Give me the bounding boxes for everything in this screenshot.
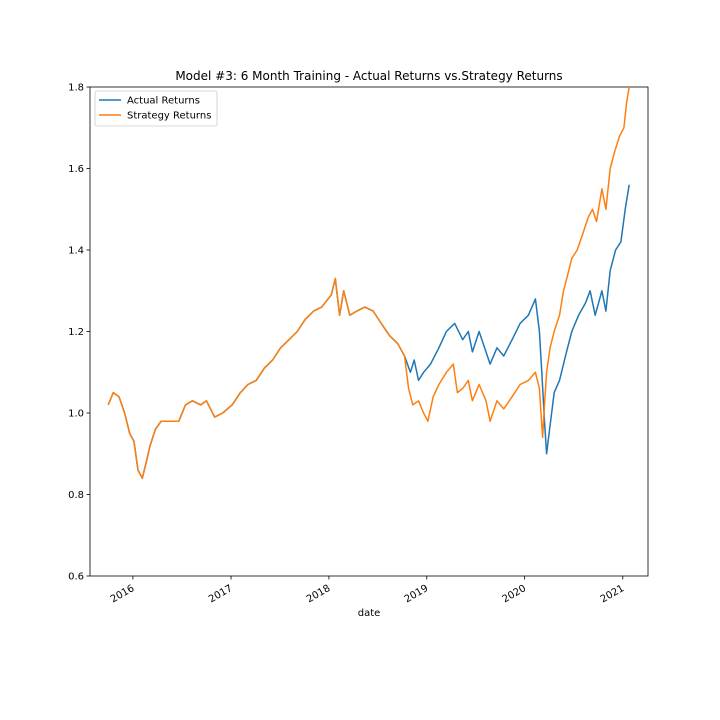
- legend-box: [94, 90, 218, 127]
- series-layer: [107, 86, 630, 479]
- series-line-strategy-returns: [107, 86, 630, 479]
- y-tick-label: 1.0: [68, 409, 84, 420]
- y-tick-label: 1.8: [68, 83, 84, 94]
- x-axis-label: date: [358, 608, 381, 619]
- y-tick-label: 0.8: [68, 490, 84, 501]
- legend-label-strategy-returns: Strategy Returns: [127, 111, 211, 122]
- chart-title: Model #3: 6 Month Training - Actual Retu…: [175, 69, 562, 83]
- y-tick-label: 0.6: [68, 572, 84, 583]
- y-tick-label: 1.4: [68, 246, 84, 257]
- y-axis: 0.6 0.8 1.0 1.2 1.4 1.6 1.8: [68, 83, 90, 583]
- legend-label-actual-returns: Actual Returns: [127, 96, 200, 107]
- y-tick-label: 1.2: [68, 327, 84, 338]
- legend: Actual Returns Strategy Returns: [94, 90, 218, 127]
- y-tick-label: 1.6: [68, 164, 84, 175]
